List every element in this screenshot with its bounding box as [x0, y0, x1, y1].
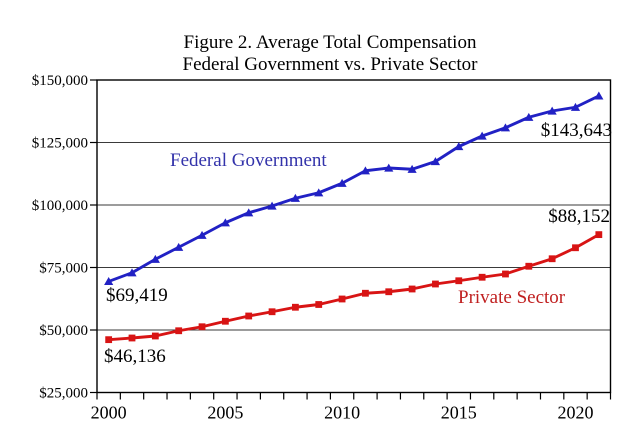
- private-data-marker: [502, 270, 509, 278]
- x-axis-tick-label: 2000: [91, 403, 127, 423]
- chart-title-line2: Federal Government vs. Private Sector: [182, 54, 478, 75]
- x-axis-tick-label: 2005: [207, 403, 243, 423]
- private-line: [108, 233, 600, 342]
- private-data-marker: [525, 262, 533, 270]
- private-data-marker: [268, 308, 276, 316]
- federal-data-marker: [500, 123, 511, 132]
- federal-data-marker: [524, 112, 534, 121]
- federal-data-marker: [267, 201, 277, 210]
- x-axis-tick-label: 2010: [324, 403, 360, 423]
- private-data-marker: [478, 273, 486, 281]
- federal-line: [108, 94, 600, 283]
- x-axis-tick-label: 2020: [557, 403, 593, 423]
- private-data-marker: [175, 327, 183, 335]
- y-axis-tick-label: $150,000: [32, 73, 88, 89]
- federal-data-marker: [407, 164, 417, 173]
- federal-data-marker: [454, 142, 464, 151]
- federal-data-marker: [290, 193, 300, 202]
- federal-data-marker: [220, 218, 230, 227]
- federal-data-marker: [104, 277, 114, 286]
- federal-data-marker: [244, 208, 254, 217]
- federal-series-label: Federal Government: [170, 150, 327, 171]
- y-axis-tick-label: $125,000: [32, 136, 88, 152]
- federal-end-value-label: $143,643: [540, 120, 612, 141]
- federal-start-value-label: $69,419: [106, 285, 168, 306]
- federal-data-marker: [337, 178, 347, 187]
- private-data-marker: [408, 285, 416, 293]
- y-axis-tick-label: $50,000: [39, 323, 88, 339]
- private-start-value-label: $46,136: [104, 346, 166, 367]
- private-data-marker: [245, 312, 253, 320]
- y-axis-tick-label: $100,000: [32, 198, 88, 214]
- plot-border: [96, 79, 612, 394]
- private-data-marker: [432, 280, 439, 288]
- y-axis-tick-label: $75,000: [39, 261, 88, 277]
- federal-data-marker: [384, 163, 394, 172]
- private-data-marker: [128, 334, 136, 342]
- private-data-marker: [151, 332, 159, 340]
- federal-data-marker: [150, 254, 160, 263]
- federal-data-marker: [594, 91, 604, 100]
- private-data-marker: [362, 289, 369, 297]
- private-end-value-label: $88,152: [548, 206, 610, 227]
- x-axis-tick-label: 2015: [441, 403, 477, 423]
- private-data-marker: [291, 303, 299, 311]
- federal-data-marker: [127, 268, 137, 277]
- y-axis-tick-label: $25,000: [39, 386, 88, 402]
- private-data-marker: [455, 277, 463, 285]
- federal-data-marker: [430, 157, 441, 166]
- private-data-marker: [221, 317, 229, 325]
- private-series-label: Private Sector: [458, 287, 566, 308]
- private-data-marker: [338, 295, 346, 303]
- federal-data-marker: [174, 242, 184, 251]
- federal-data-marker: [314, 188, 324, 197]
- private-data-marker: [105, 336, 113, 344]
- private-data-marker: [572, 244, 579, 252]
- chart-title-line1: Figure 2. Average Total Compensation: [183, 32, 477, 53]
- private-data-marker: [595, 231, 603, 239]
- federal-data-marker: [197, 230, 207, 239]
- private-data-marker: [548, 255, 556, 263]
- private-data-marker: [315, 301, 323, 308]
- federal-data-marker: [547, 106, 557, 115]
- federal-data-marker: [477, 131, 487, 140]
- federal-data-marker: [570, 102, 581, 111]
- private-data-marker: [198, 323, 206, 331]
- private-data-marker: [385, 288, 393, 296]
- federal-data-marker: [360, 166, 371, 175]
